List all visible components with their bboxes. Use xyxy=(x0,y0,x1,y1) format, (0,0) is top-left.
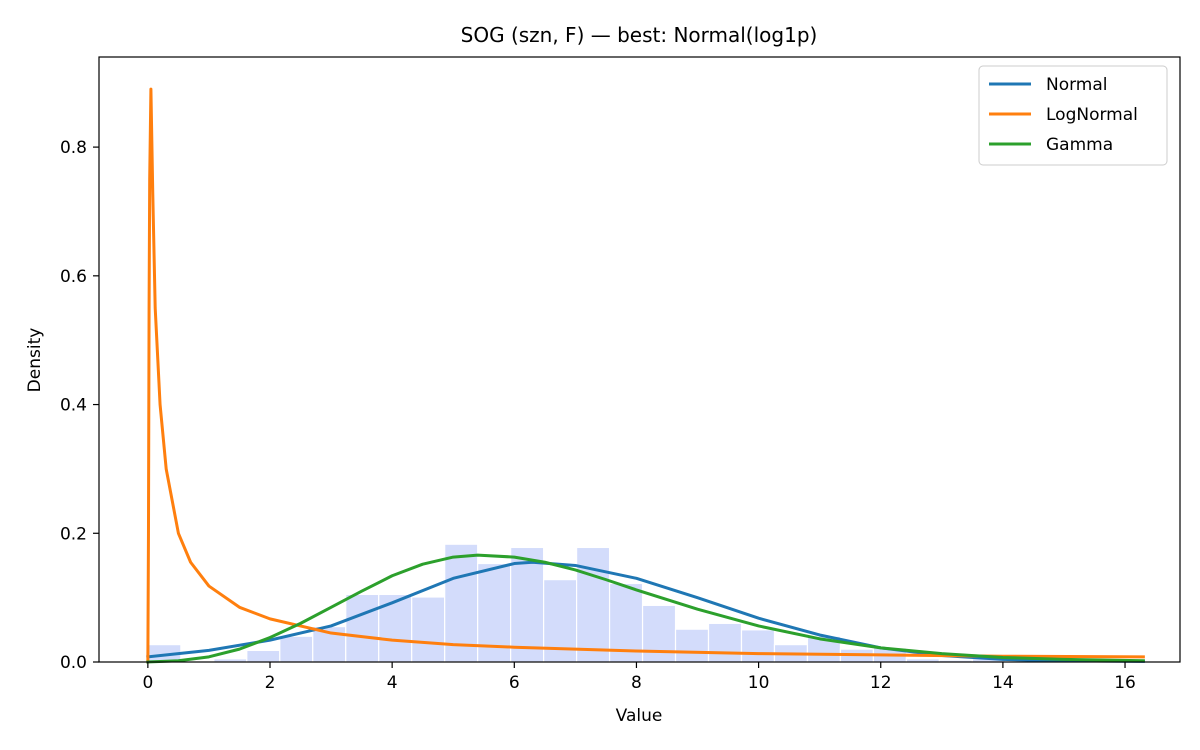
histogram-bar-16 xyxy=(674,628,710,663)
x-tick-label-8: 16 xyxy=(1114,673,1136,693)
histogram-bar-4 xyxy=(279,635,314,663)
plot-frame xyxy=(98,56,1181,663)
y-tick-label-0: 0.0 xyxy=(60,653,87,673)
histogram-bar-13 xyxy=(575,546,611,663)
x-tick-label-4: 8 xyxy=(631,673,642,693)
chart-title: SOG (szn, F) — best: Normal(log1p) xyxy=(461,23,818,47)
y-axis-label: Density xyxy=(25,328,45,393)
y-tick-label-2: 0.4 xyxy=(60,396,87,416)
x-axis-label: Value xyxy=(616,706,663,726)
x-axis: 0 2 4 6 8 10 12 14 16 xyxy=(142,662,1136,693)
legend: Normal LogNormal Gamma xyxy=(978,65,1168,166)
histogram-bar-11 xyxy=(510,546,545,663)
histogram-bar-15 xyxy=(641,604,677,663)
x-tick-label-5: 10 xyxy=(748,673,770,693)
histogram-bar-6 xyxy=(345,593,380,663)
legend-label-normal: Normal xyxy=(1046,75,1108,95)
y-axis: 0.0 0.2 0.4 0.6 0.8 xyxy=(60,138,99,673)
lines-layer xyxy=(146,87,1145,664)
y-tick-label-1: 0.2 xyxy=(60,524,87,544)
x-tick-label-7: 14 xyxy=(992,673,1014,693)
x-tick-label-1: 2 xyxy=(265,673,276,693)
y-tick-label-3: 0.6 xyxy=(60,267,87,287)
histogram-bar-3 xyxy=(246,649,281,663)
x-tick-label-3: 6 xyxy=(509,673,520,693)
x-tick-label-6: 12 xyxy=(870,673,892,693)
series-line-lognormal xyxy=(146,87,1145,664)
x-tick-label-0: 0 xyxy=(142,673,153,693)
histogram-bar-9 xyxy=(444,543,479,663)
legend-label-lognormal: LogNormal xyxy=(1046,105,1138,125)
legend-label-gamma: Gamma xyxy=(1046,135,1113,155)
series-line-gamma xyxy=(146,553,1145,664)
y-tick-label-4: 0.8 xyxy=(60,138,87,158)
histogram-bar-17 xyxy=(707,622,743,663)
histogram-bar-8 xyxy=(411,596,446,663)
histogram-bar-7 xyxy=(378,593,413,663)
x-tick-label-2: 4 xyxy=(387,673,398,693)
legend-box xyxy=(978,65,1168,166)
histogram-bar-18 xyxy=(740,629,776,663)
